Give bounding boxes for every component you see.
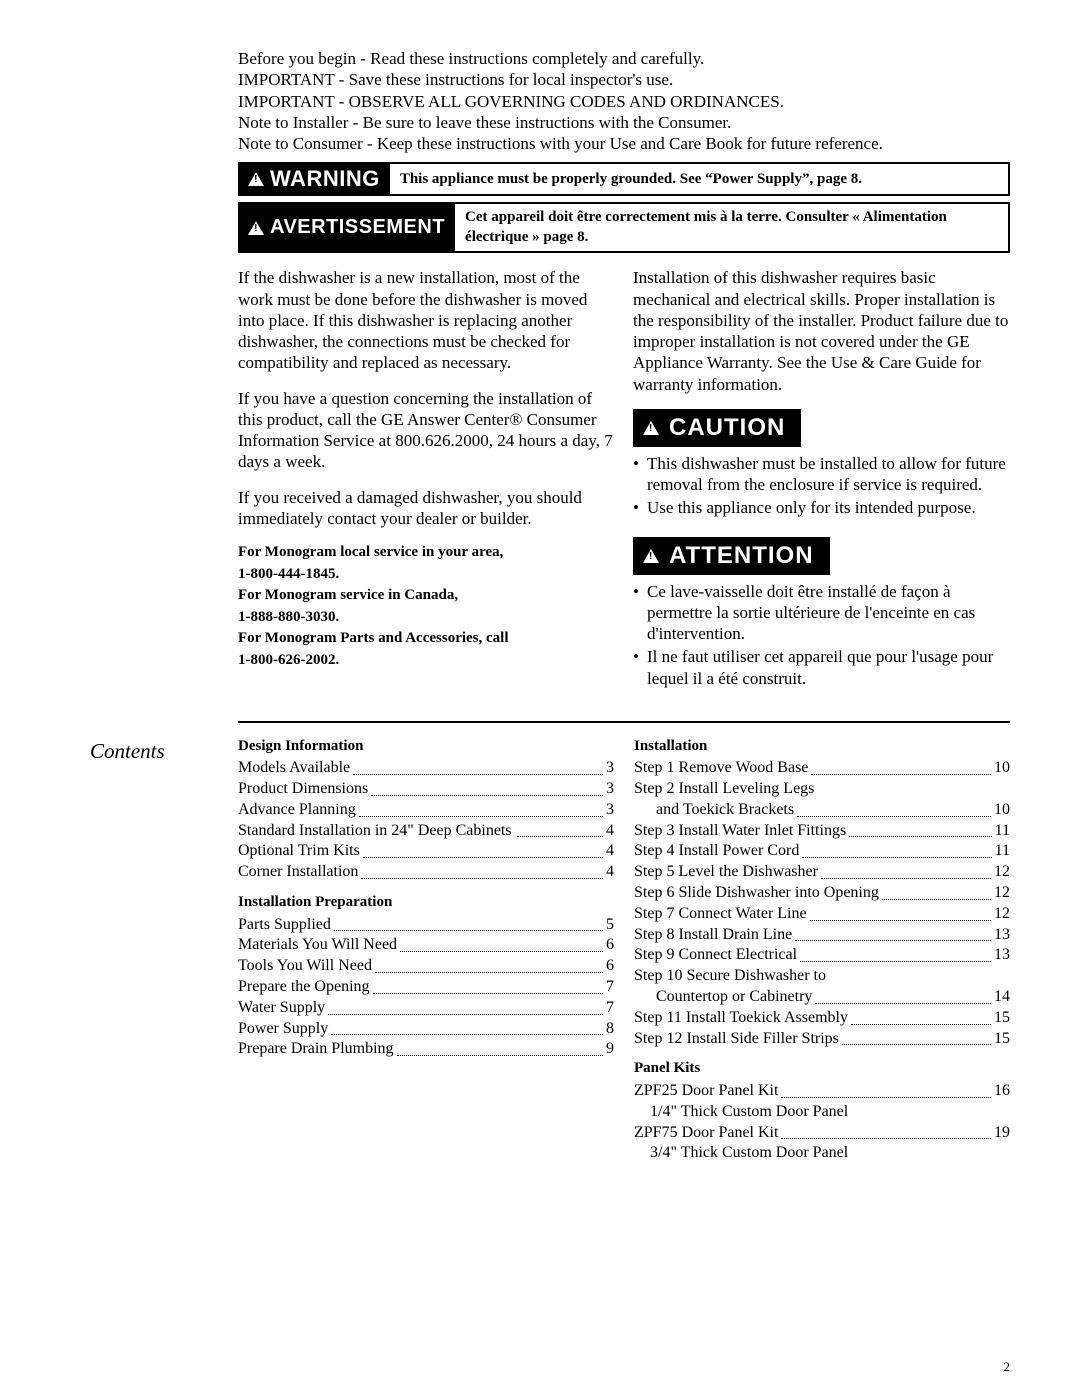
toc-heading: Panel Kits [634,1059,1010,1079]
toc-entry: Step 6 Slide Dishwasher into Opening12 [634,883,1010,904]
service-line: For Monogram Parts and Accessories, call [238,629,615,649]
toc-entry: Countertop or Cabinetry14 [634,987,1010,1008]
service-phone: 1-800-626-2002. [238,651,615,671]
toc-right-column: Installation Step 1 Remove Wood Base10 S… [634,737,1010,1164]
toc-entry: Advance Planning3 [238,800,614,821]
toc-entry: Models Available3 [238,758,614,779]
intro-line: Note to Consumer - Keep these instructio… [238,133,1010,154]
body-right-column: Installation of this dishwasher requires… [633,267,1010,707]
attention-label: ATTENTION [633,537,830,575]
toc-subentry: 3/4" Thick Custom Door Panel [650,1143,1010,1164]
caution-label: CAUTION [633,409,801,447]
toc-entry: Product Dimensions3 [238,779,614,800]
contents-section: Contents Design Information Models Avail… [90,737,1010,1164]
toc-entry: Step 11 Install Toekick Assembly15 [634,1008,1010,1029]
intro-line: IMPORTANT - Save these instructions for … [238,69,1010,90]
warning-triangle-icon [643,549,659,563]
toc-entry: Materials You Will Need6 [238,935,614,956]
body-paragraph: If you received a damaged dishwasher, yo… [238,487,615,530]
warning-text: This appliance must be properly grounded… [390,164,872,194]
toc-heading: Design Information [238,737,614,757]
body-columns: If the dishwasher is a new installation,… [238,267,1010,707]
intro-line: Before you begin - Read these instructio… [238,48,1010,69]
bullet-text: Use this appliance only for its intended… [647,497,976,518]
horizontal-rule [238,721,1010,723]
service-line: For Monogram local service in your area, [238,543,615,563]
toc-entry: Step 12 Install Side Filler Strips15 [634,1029,1010,1050]
caution-label-text: CAUTION [669,413,785,443]
toc-entry: Power Supply8 [238,1019,614,1040]
toc-entry: ZPF25 Door Panel Kit16 [634,1081,1010,1102]
warning-label-text: WARNING [270,166,380,192]
attention-label-text: ATTENTION [669,541,814,571]
warning-triangle-icon [643,421,659,435]
warning-triangle-icon [248,172,264,186]
toc-entry: Optional Trim Kits4 [238,841,614,862]
intro-text: Before you begin - Read these instructio… [238,48,1010,154]
body-paragraph: If you have a question concerning the in… [238,388,615,473]
toc-entry: Water Supply7 [238,998,614,1019]
body-left-column: If the dishwasher is a new installation,… [238,267,615,707]
service-phone: 1-800-444-1845. [238,565,615,585]
toc-entry: Step 7 Connect Water Line12 [634,904,1010,925]
toc-heading: Installation Preparation [238,893,614,913]
intro-line: Note to Installer - Be sure to leave the… [238,112,1010,133]
toc-entry: Step 4 Install Power Cord11 [634,841,1010,862]
service-contacts: For Monogram local service in your area,… [238,543,615,670]
page-number: 2 [1004,1359,1011,1375]
toc-entry: and Toekick Brackets10 [634,800,1010,821]
service-line: For Monogram service in Canada, [238,586,615,606]
toc-entry: Parts Supplied5 [238,915,614,936]
toc-subentry: 1/4" Thick Custom Door Panel [650,1102,1010,1123]
caution-bullets: •This dishwasher must be installed to al… [633,453,1010,519]
toc-entry: Standard Installation in 24" Deep Cabine… [238,821,614,842]
toc-entry: Step 8 Install Drain Line13 [634,925,1010,946]
toc-entry-line: Step 10 Secure Dishwasher to [634,966,1010,987]
service-phone: 1-888-880-3030. [238,608,615,628]
toc-entry: Prepare the Opening7 [238,977,614,998]
toc-entry: Prepare Drain Plumbing9 [238,1039,614,1060]
toc-entry: Step 1 Remove Wood Base10 [634,758,1010,779]
warning-triangle-icon [248,221,264,235]
avertissement-text: Cet appareil doit être correctement mis … [455,204,1008,251]
bullet-text: Ce lave-vaisselle doit être installé de … [647,581,1010,645]
avertissement-box: AVERTISSEMENT Cet appareil doit être cor… [238,202,1010,253]
bullet-text: This dishwasher must be installed to all… [647,453,1010,496]
body-paragraph: If the dishwasher is a new installation,… [238,267,615,373]
contents-heading: Contents [90,737,238,1164]
avertissement-label-text: AVERTISSEMENT [270,216,445,239]
toc-entry: Corner Installation4 [238,862,614,883]
toc-left-column: Design Information Models Available3 Pro… [238,737,614,1164]
warning-label: WARNING [240,164,390,194]
warning-box: WARNING This appliance must be properly … [238,162,1010,196]
intro-line: IMPORTANT - OBSERVE ALL GOVERNING CODES … [238,91,1010,112]
attention-bullets: •Ce lave-vaisselle doit être installé de… [633,581,1010,689]
toc-entry: Step 9 Connect Electrical13 [634,945,1010,966]
toc-entry: Step 5 Level the Dishwasher12 [634,862,1010,883]
toc-heading: Installation [634,737,1010,757]
body-paragraph: Installation of this dishwasher requires… [633,267,1010,395]
toc-entry: Step 3 Install Water Inlet Fittings11 [634,821,1010,842]
toc-entry: Tools You Will Need6 [238,956,614,977]
avertissement-label: AVERTISSEMENT [240,204,455,251]
bullet-text: Il ne faut utiliser cet appareil que pou… [647,646,1010,689]
toc-entry: ZPF75 Door Panel Kit19 [634,1123,1010,1144]
toc-entry-line: Step 2 Install Leveling Legs [634,779,1010,800]
